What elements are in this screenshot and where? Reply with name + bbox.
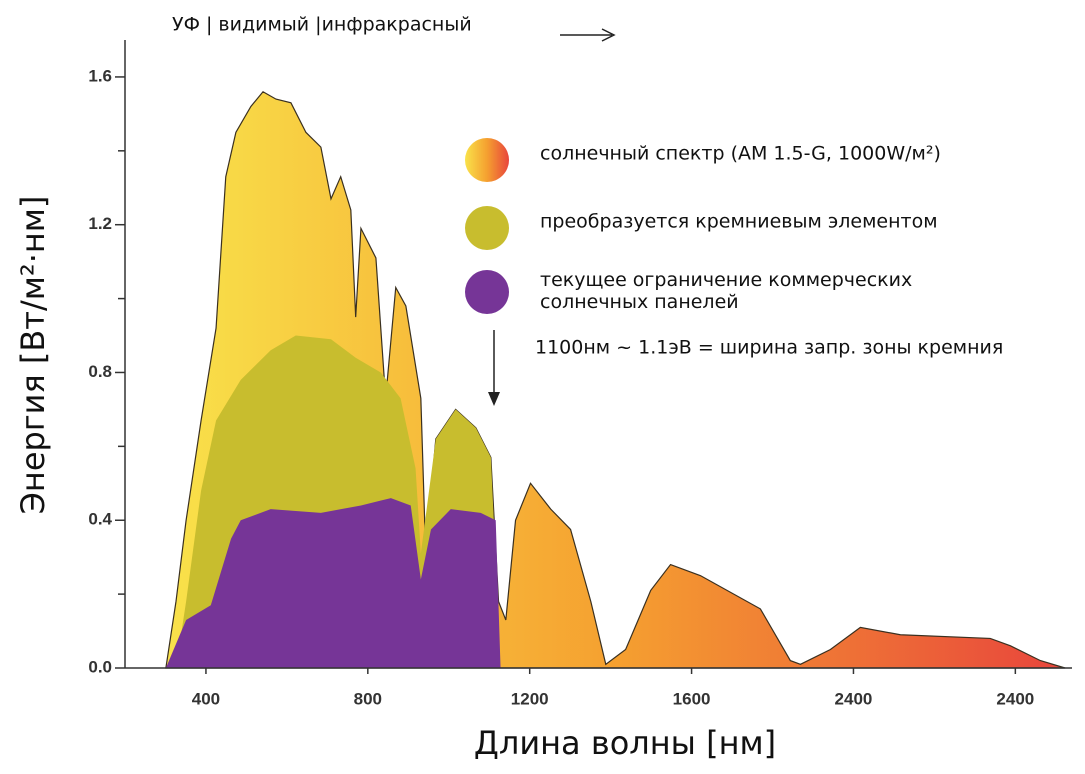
- legend-label: преобразуется кремниевым элементом: [540, 211, 938, 233]
- chart-title: УФ | видимый |инфракрасный: [172, 14, 472, 36]
- y-tick-label: 0.0: [88, 657, 112, 676]
- x-tick-label: 400: [192, 689, 220, 708]
- arrow-head: [488, 392, 500, 406]
- area: [165, 498, 501, 668]
- x-tick-label: 2400: [835, 689, 873, 708]
- areas: [165, 90, 1066, 669]
- y-tick-label: 0.8: [88, 362, 112, 381]
- y-tick-label: 1.6: [88, 66, 112, 85]
- x-tick-label: 800: [354, 689, 382, 708]
- y-tick-label: 1.2: [88, 214, 112, 233]
- x-tick-label: 2400: [996, 689, 1034, 708]
- x-tick-label: 1200: [511, 689, 549, 708]
- y-tick-label: 0.4: [88, 510, 112, 529]
- legend-label: текущее ограничение коммерческих солнечны…: [540, 269, 912, 313]
- x-axis-label: Длина волны [нм]: [474, 724, 776, 762]
- legend-label: солнечный спектр (AM 1.5-G, 1000W/м²): [540, 143, 941, 165]
- legend-swatch: [465, 270, 509, 314]
- legend-swatch: [465, 138, 509, 182]
- x-tick-label: 1600: [673, 689, 711, 708]
- arrow-head: [601, 28, 616, 42]
- y-axis-label: Энергия [Вт/м²·нм]: [14, 196, 52, 515]
- legend-swatch: [465, 206, 509, 250]
- annotation: 1100нм ~ 1.1эВ = ширина запр. зоны кремн…: [535, 337, 1003, 359]
